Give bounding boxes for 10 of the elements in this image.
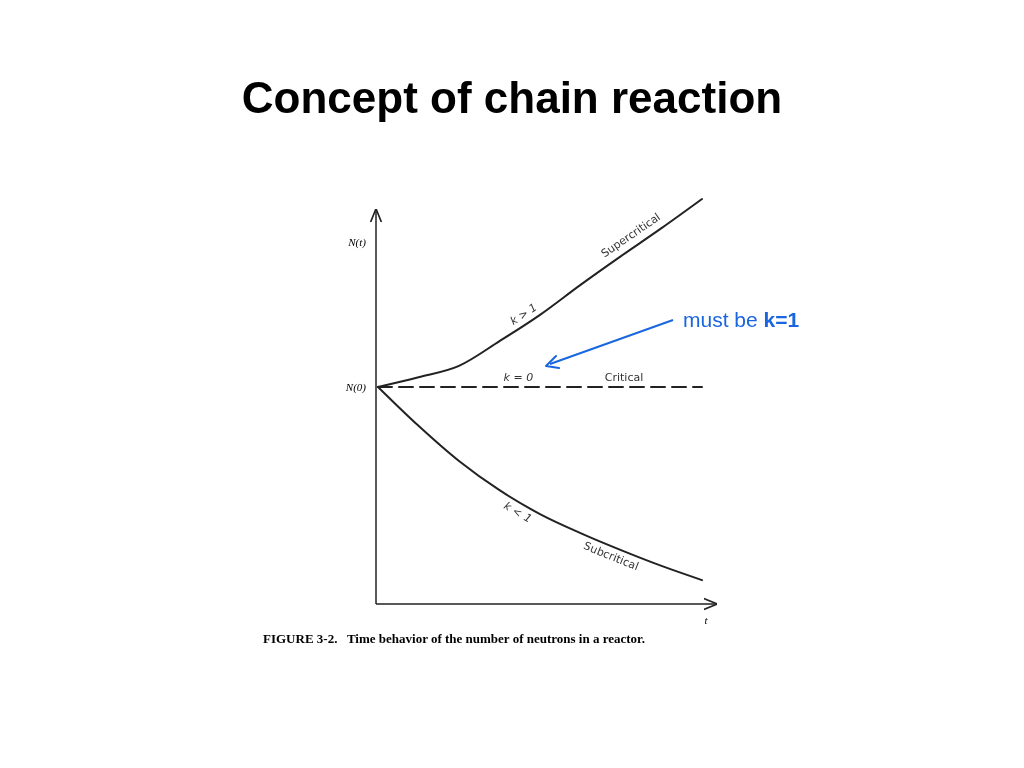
annotation: must be k=1 — [683, 308, 800, 331]
text: N(0) — [344, 380, 367, 394]
series-label: Critical — [604, 370, 644, 384]
annotation: k < 1 — [501, 499, 534, 526]
x-axis-title: t — [704, 614, 709, 626]
caption: FIGURE 3-2. Time behavior of the number of neutrons in a reactor. — [263, 631, 645, 646]
y-axis-title: N(t) — [347, 236, 367, 249]
annotation: k = 0 — [503, 370, 534, 384]
annotation: k > 1 — [507, 300, 540, 328]
chart-title: Concept of chain reaction — [241, 73, 783, 122]
